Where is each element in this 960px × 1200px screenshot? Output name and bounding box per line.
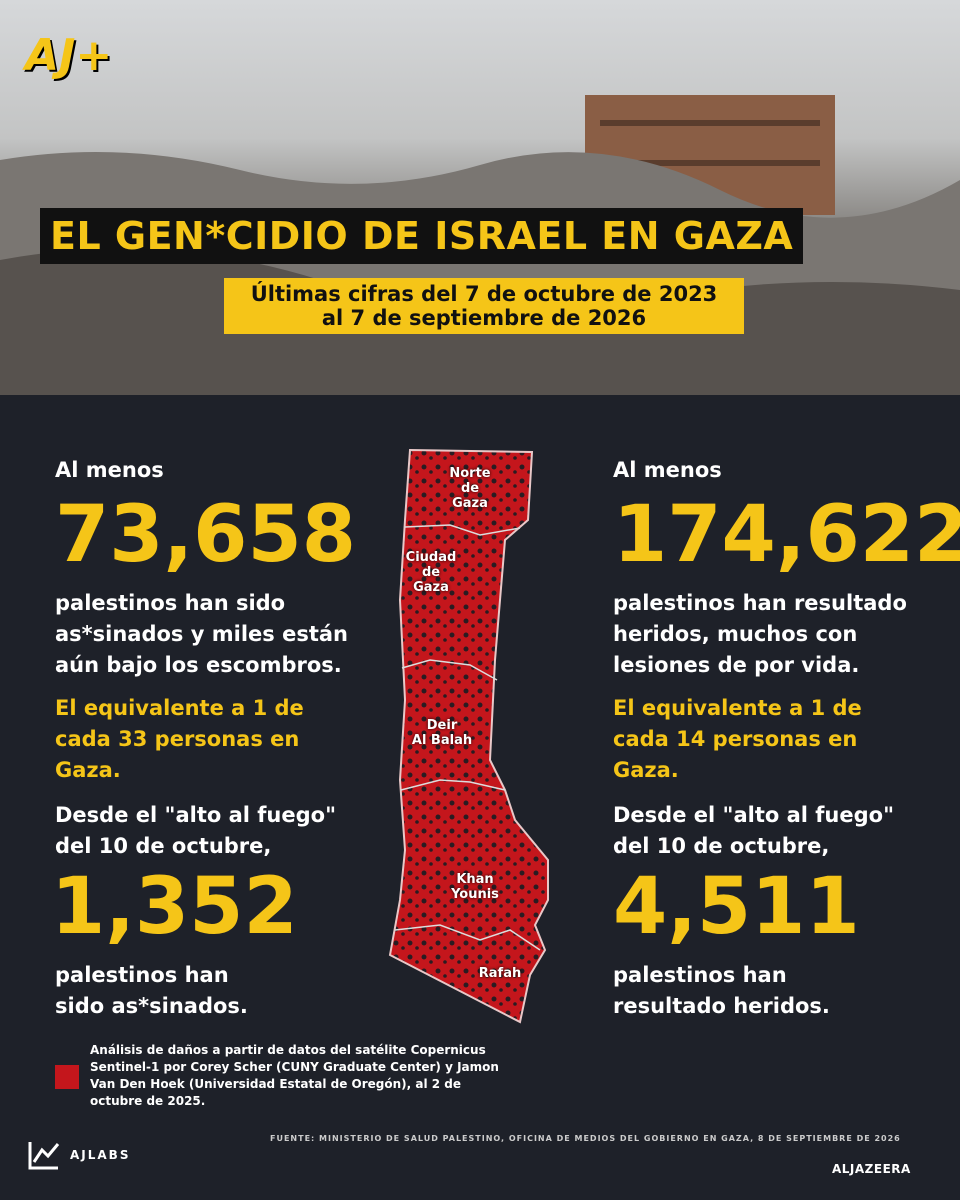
map-label-line: Norte [449,466,491,481]
map-label: Khan Younis [440,872,510,902]
ratio-line: Gaza. [55,758,121,782]
since-number: 4,511 [613,862,860,952]
legend-line: Van Den Hoek (Universidad Estatal de Ore… [90,1077,462,1091]
region-border [401,659,498,681]
map-label-line: Gaza [413,580,449,595]
ratio-line: Gaza. [613,758,679,782]
legend-swatch [55,1065,79,1089]
map-label-line: Gaza [452,496,488,511]
legend-line: Análisis de daños a partir de datos del … [90,1043,486,1057]
map-label-line: Rafah [478,966,522,981]
building-floor [600,120,820,126]
subtitle: Últimas cifras del 7 de octubre de 2023 … [224,278,744,334]
subtitle-line: al 7 de septiembre de 2026 [321,306,647,330]
ratio-line: cada 14 personas en [613,727,858,751]
intro: Al menos [55,458,164,482]
since-body-line: sido as*sinados. [55,994,248,1018]
big-number: 174,622 [613,490,960,580]
region-border [400,779,506,791]
map-label-line: Khan [456,872,494,887]
legend-line: Sentinel-1 por Corey Scher (CUNY Graduat… [90,1060,499,1074]
intro: Al menos [613,458,722,482]
network: ALJAZEERA [832,1162,911,1176]
building-floor [600,160,820,166]
gaza-strip [388,448,549,1024]
map-label: Norte de Gaza [440,466,500,511]
since-line: Desde el "alto al fuego" [613,803,895,827]
ajlabs-icon [28,1142,60,1170]
body-line: lesiones de por vida. [613,653,860,677]
since-line: Desde el "alto al fuego" [55,803,337,827]
map-label-line: Deir [426,718,458,733]
map-label: Rafah [470,966,530,981]
logo: AJ+ [25,30,113,81]
left-column: Al menos 73,658 palestinos han sido as*s… [51,455,356,1022]
since-line: del 10 de octubre, [613,834,830,858]
map-label-line: Al Balah [411,733,473,748]
subtitle-line: Últimas cifras del 7 de octubre de 2023 [250,282,718,306]
since-body-line: palestinos han [613,963,787,987]
since-body-line: resultado heridos. [613,994,830,1018]
ratio-line: cada 33 personas en [55,727,300,751]
map-label-line: Ciudad [405,550,457,565]
body-line: palestinos han sido [55,591,286,615]
since-line: del 10 de octubre, [55,834,272,858]
source: FUENTE: MINISTERIO DE SALUD PALESTINO, O… [270,1134,901,1143]
icon-line [32,1143,60,1163]
body-line: palestinos han resultado [613,591,907,615]
title: EL GEN*CIDIO DE ISRAEL EN GAZA [40,208,804,264]
big-number: 73,658 [55,490,356,580]
map-label-line: Younis [451,887,499,902]
legend: Análisis de daños a partir de datos del … [90,1042,499,1110]
map-label-line: de [421,565,441,580]
brand: AJLABS [70,1148,131,1162]
map-label: Deir Al Balah [402,718,482,748]
map-label: Ciudad de Gaza [398,550,464,595]
region-border [404,524,521,536]
icon-axis [28,1142,58,1170]
ratio-line: El equivalente a 1 de [613,696,862,720]
right-column: Al menos 174,622 palestinos han resultad… [613,455,960,1022]
body-line: aún bajo los escombros. [55,653,342,677]
since-body-line: palestinos han [55,963,229,987]
ratio-line: El equivalente a 1 de [55,696,304,720]
map-label-line: de [460,481,480,496]
since-number: 1,352 [51,862,298,952]
body-line: as*sinados y miles están [55,622,348,646]
body-line: heridos, muchos con [613,622,858,646]
legend-line: octubre de 2025. [90,1094,206,1108]
region-border [394,924,541,951]
